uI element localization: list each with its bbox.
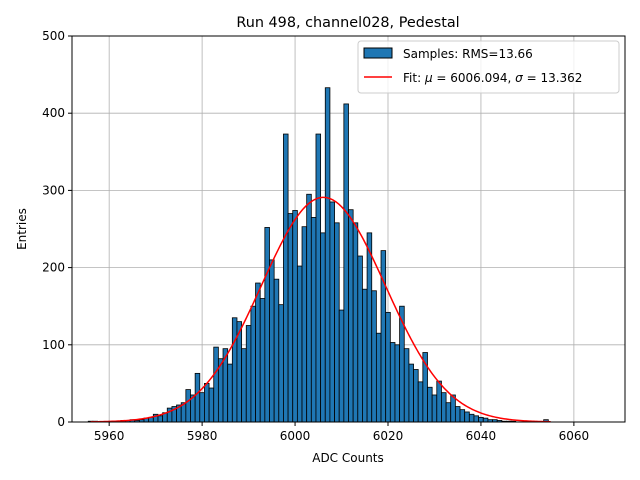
- axes-frame: [71, 35, 626, 423]
- y-tick-label: 200: [42, 261, 65, 275]
- histogram-bars: [87, 87, 549, 423]
- histogram-bar: [334, 222, 340, 423]
- histogram-bar: [231, 317, 238, 423]
- x-tick-label: 6060: [559, 429, 590, 443]
- legend-fit-mu-value: = 6006.094,: [433, 71, 516, 85]
- histogram-bar: [417, 381, 424, 423]
- x-tick-label: 5980: [187, 429, 218, 443]
- y-axis-ticks: 0 100 200 300 400 500: [42, 29, 72, 429]
- histogram-bar: [459, 409, 466, 423]
- histogram-bar: [306, 193, 312, 423]
- histogram-bar: [352, 222, 359, 423]
- y-tick-label: 0: [57, 415, 65, 429]
- x-tick-label: 6020: [373, 429, 404, 443]
- histogram-bar: [245, 325, 252, 423]
- histogram-bar: [348, 209, 354, 423]
- histogram-bar: [310, 217, 317, 423]
- histogram-bar: [450, 394, 456, 423]
- legend-fit-label: Fit: μ = 6006.094, σ = 13.362: [403, 71, 582, 85]
- histogram-bar: [394, 344, 401, 423]
- histogram-bar: [213, 346, 219, 423]
- histogram-bar: [255, 282, 261, 423]
- legend-histogram-label: Samples: RMS=13.66: [403, 47, 533, 61]
- histogram-bar: [241, 348, 247, 423]
- y-tick-label: 300: [42, 183, 65, 197]
- histogram-bar: [454, 406, 461, 423]
- histogram-bar: [320, 232, 326, 423]
- histogram-bar: [227, 363, 233, 423]
- histogram-bar: [375, 332, 382, 423]
- histogram-bar: [283, 133, 289, 423]
- x-tick-label: 6040: [466, 429, 497, 443]
- histogram-bar: [324, 87, 331, 423]
- histogram-bar: [403, 348, 410, 423]
- histogram-bar: [366, 232, 373, 423]
- y-axis-label: Entries: [15, 208, 29, 250]
- legend-fit-sigma-value: = 13.362: [523, 71, 583, 85]
- histogram-bar: [296, 265, 303, 423]
- histogram-bar: [408, 363, 414, 423]
- histogram-bar: [194, 372, 201, 423]
- histogram-bar: [315, 133, 322, 423]
- histogram-bar: [338, 309, 345, 423]
- histogram-bar: [478, 416, 484, 423]
- legend-fit-mu-symbol: μ: [424, 71, 433, 85]
- x-axis-label: ADC Counts: [312, 451, 384, 465]
- histogram-bar: [301, 226, 308, 423]
- histogram-bar: [264, 227, 270, 423]
- histogram-bar: [436, 380, 442, 423]
- x-tick-label: 5960: [94, 429, 125, 443]
- histogram-bar: [389, 342, 396, 423]
- histogram-bar: [287, 213, 294, 423]
- histogram-bar: [431, 394, 438, 423]
- histogram-bar: [273, 278, 280, 423]
- histogram-bar: [185, 389, 191, 423]
- histogram-bar: [208, 387, 215, 423]
- histogram-bar: [482, 417, 489, 423]
- legend-histogram-swatch: [363, 47, 393, 59]
- histogram-bar: [371, 290, 377, 423]
- histogram-bar: [357, 255, 363, 423]
- fit-curve: [90, 196, 551, 423]
- legend-fit-prefix: Fit:: [403, 71, 425, 85]
- histogram-bar: [204, 382, 210, 423]
- y-tick-label: 400: [42, 106, 65, 120]
- histogram-bar: [362, 288, 368, 423]
- histogram-bar: [445, 402, 452, 423]
- histogram-bar: [413, 369, 419, 423]
- histogram-bar: [199, 392, 205, 423]
- histogram-bar: [464, 411, 470, 423]
- y-tick-label: 100: [42, 338, 65, 352]
- histogram-bar: [259, 298, 266, 423]
- x-axis-ticks: 5960 5980 6000 6020 6040 6060: [94, 422, 589, 443]
- histogram-bar: [329, 201, 335, 423]
- y-tick-label: 500: [42, 29, 65, 43]
- x-tick-label: 6000: [280, 429, 311, 443]
- histogram-bar: [385, 311, 391, 423]
- histogram-bar: [269, 259, 275, 423]
- histogram-bar: [157, 415, 164, 423]
- histogram-bar: [441, 392, 447, 423]
- histogram-bar: [278, 304, 284, 423]
- histogram-bar: [292, 210, 298, 423]
- chart-title: Run 498, channel028, Pedestal: [236, 15, 459, 31]
- histogram-bar: [468, 413, 475, 423]
- fit-curve-group: [90, 196, 551, 423]
- histogram-bar: [250, 305, 256, 423]
- legend-fit-sigma-symbol: σ: [515, 71, 523, 85]
- histogram-bar: [343, 103, 349, 423]
- histogram-bar: [427, 386, 433, 423]
- legend-box: [357, 40, 620, 94]
- legend: Samples: RMS=13.66 Fit: μ = 6006.094, σ …: [357, 40, 620, 94]
- histogram-bar: [473, 415, 480, 423]
